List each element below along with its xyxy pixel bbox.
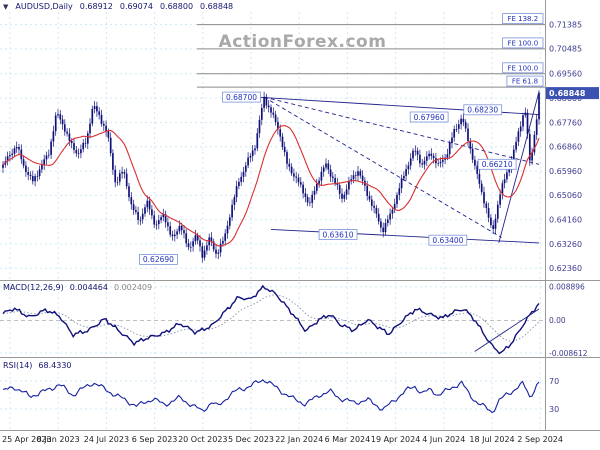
date-axis-tick: 24 Jul 2023 [84,435,129,444]
fib-label: FE 138.2 [507,15,538,23]
price-label: 0.66210 [482,160,513,169]
symbol-header: ▼ AUDUSD,Daily 0.68912 0.69074 0.68800 0… [3,2,233,11]
macd-value: 0.004464 [69,283,108,292]
date-axis-tick: 6 Sep 2023 [132,435,178,444]
price-axis-tick: 0.64160 [549,216,582,225]
rsi-line [2,379,540,414]
price-label-box[interactable] [477,158,517,170]
macd-line [2,284,540,355]
fib-label: FE 61.8 [512,78,538,86]
rsi-axis-tick: 70 [549,377,559,386]
price-axis-tick: 0.65060 [549,191,582,200]
price-axis-tick: 0.63260 [549,240,582,249]
price-label-box[interactable] [409,111,449,123]
candle-bodies [2,93,540,258]
price-axis-tick: 0.66860 [549,143,582,152]
date-axis-tick: 22 Jan 2024 [275,435,323,444]
date-axis-tick: 2 Sep 2024 [517,435,563,444]
macd-axis[interactable]: 0.008896 0.00 -0.008612 [549,283,588,358]
low-value: 0.68800 [159,2,194,11]
price-axis[interactable]: 0.713850.704850.695600.686600.677600.668… [546,20,599,273]
price-label: 0.62690 [143,255,174,264]
rsi-label: RSI(14) [3,361,33,370]
price-label-box[interactable] [318,229,358,240]
rsi-value: 68.4330 [38,361,72,370]
price-axis-tick: 0.71385 [549,20,582,29]
macd-axis-tick: -0.008612 [549,349,588,358]
close-value: 0.68848 [200,2,234,11]
date-axis-tick: 18 Jul 2024 [469,435,514,444]
open-value: 0.68912 [79,2,113,11]
price-label-box[interactable] [463,104,503,116]
price-axis-tick: 0.62360 [549,264,582,273]
trend-line[interactable] [263,96,540,165]
trend-line[interactable] [498,91,540,244]
rsi-axis[interactable]: 70 30 [549,377,559,414]
price-axis-tick: 0.67760 [549,118,582,127]
rsi-legend: RSI(14) 68.4330 [3,361,72,370]
trend-line[interactable] [270,228,540,244]
fibonacci-levels[interactable]: FE 138.2 FE 100.0 FE 100.0 FE 61.8 [197,13,545,88]
current-price-value: 0.68848 [549,89,586,98]
price-label: 0.63400 [432,236,463,245]
price-label: 0.67960 [414,113,445,122]
macd-signal-value: 0.002409 [113,283,153,292]
fib-label: FE 100.0 [507,64,538,72]
fib-label: FE 100.0 [507,39,538,47]
price-label-box[interactable] [222,91,261,103]
fib-label-box [506,75,544,87]
price-axis-tick: 0.70485 [549,45,582,54]
indicator-level-lines [0,286,545,410]
current-price-badge [546,87,599,100]
high-value: 0.69074 [119,2,153,11]
moving-average-line [2,125,540,247]
price-label: 0.68230 [467,106,498,115]
macd-label: MACD(12,26,9) [3,283,64,292]
rsi-axis-tick: 30 [549,405,559,414]
date-axis-tick: 20 Oct 2023 [178,435,227,444]
date-axis-tick: 25 Apr 2023 [2,435,51,444]
macd-trend-line[interactable] [474,308,540,352]
symbol-label: AUDUSD,Daily [15,2,73,11]
fib-label-box [502,62,544,74]
price-label: 0.63610 [322,230,353,239]
dropdown-icon[interactable]: ▼ [3,2,9,11]
macd-axis-tick: 0.00 [549,316,566,325]
date-axis-tick: 5 Dec 2023 [228,435,274,444]
watermark: ActionForex.com [218,32,387,52]
price-axis-tick: 0.69560 [549,70,582,79]
date-axis-tick: 4 Jun 2024 [422,435,465,444]
price-annotation-labels[interactable]: 0.68700 0.67960 0.68230 0.66210 0.63610 0.634… [139,91,517,265]
price-axis-tick: 0.65960 [549,167,582,176]
fib-label-box [502,13,544,25]
date-axis-tick: 8 Jun 2023 [37,435,80,444]
price-label-box[interactable] [139,253,178,265]
date-axis-tick: 19 Apr 2024 [371,435,420,444]
gridlines [0,12,545,430]
price-label-box[interactable] [428,234,468,246]
macd-signal-line [2,294,540,342]
fib-label-box [502,37,544,49]
macd-axis-tick: 0.008896 [549,283,585,292]
price-label: 0.68700 [226,93,257,102]
panel-separators [0,0,600,431]
macd-legend: MACD(12,26,9) 0.004464 0.002409 [3,283,152,292]
date-axis-tick: 6 Mar 2024 [325,435,371,444]
trend-line[interactable] [263,96,502,238]
